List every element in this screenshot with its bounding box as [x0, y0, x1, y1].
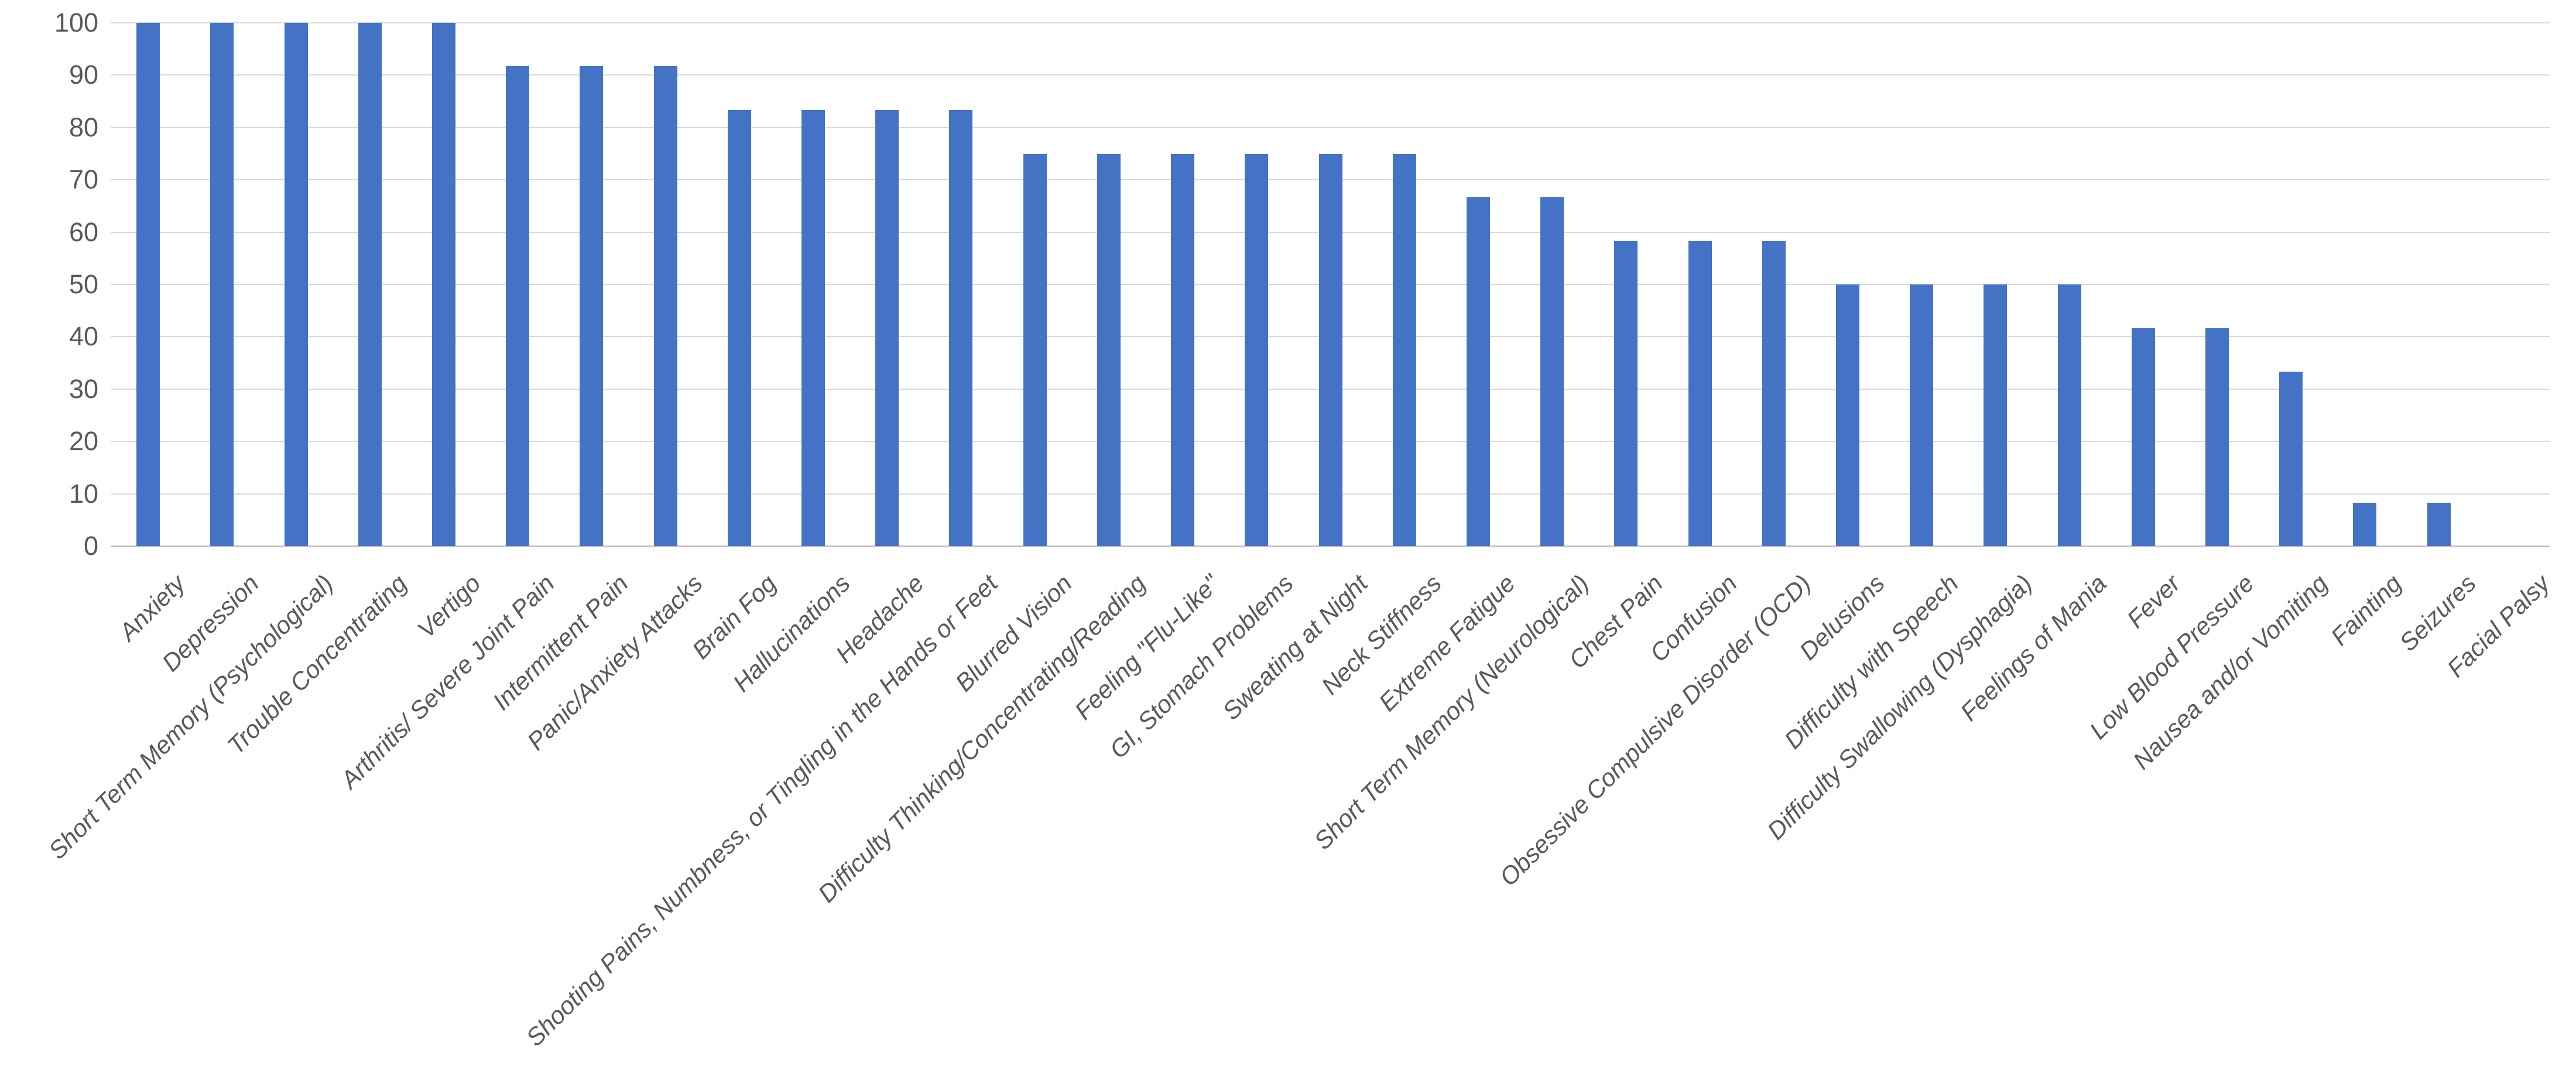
bar [1540, 197, 1564, 546]
bar [1466, 197, 1490, 546]
bar [801, 110, 825, 546]
bar [210, 23, 234, 546]
bar [2427, 502, 2451, 546]
bar [1023, 153, 1047, 546]
bar [949, 110, 973, 546]
bar [1318, 153, 1342, 546]
gridline [111, 22, 2550, 23]
bar [1688, 241, 1712, 546]
bar [875, 110, 899, 546]
bar [358, 23, 382, 546]
x-axis-line [111, 545, 2550, 547]
bar [506, 66, 530, 546]
bar [1614, 241, 1638, 546]
bar [653, 66, 677, 546]
bar [431, 23, 455, 546]
bar [1245, 153, 1269, 546]
bar [2353, 502, 2377, 546]
bar [284, 23, 308, 546]
bar [1171, 153, 1195, 546]
y-tick-label: 100 [54, 8, 98, 37]
y-tick-label: 0 [83, 531, 98, 561]
gridline [111, 126, 2550, 128]
y-tick-label: 40 [68, 321, 98, 352]
bar [1835, 284, 1859, 546]
bar [1392, 153, 1416, 546]
bar [727, 110, 751, 546]
y-tick-label: 10 [68, 478, 98, 509]
bar [2057, 284, 2081, 546]
y-tick-label: 80 [68, 112, 98, 142]
bar [2205, 328, 2229, 546]
y-tick-label: 70 [68, 164, 98, 195]
y-tick-label: 30 [68, 373, 98, 404]
bar [1910, 284, 1934, 546]
bar [1762, 241, 1786, 546]
bar [2131, 328, 2155, 546]
y-tick-label: 60 [68, 217, 98, 247]
y-tick-label: 50 [68, 269, 98, 299]
bar [1984, 284, 2008, 546]
y-tick-label: 90 [68, 60, 98, 90]
gridline [111, 74, 2550, 76]
bar [2279, 372, 2303, 546]
bar [136, 23, 160, 546]
bar [580, 66, 604, 546]
bar [1097, 153, 1121, 546]
y-tick-label: 20 [68, 426, 98, 457]
